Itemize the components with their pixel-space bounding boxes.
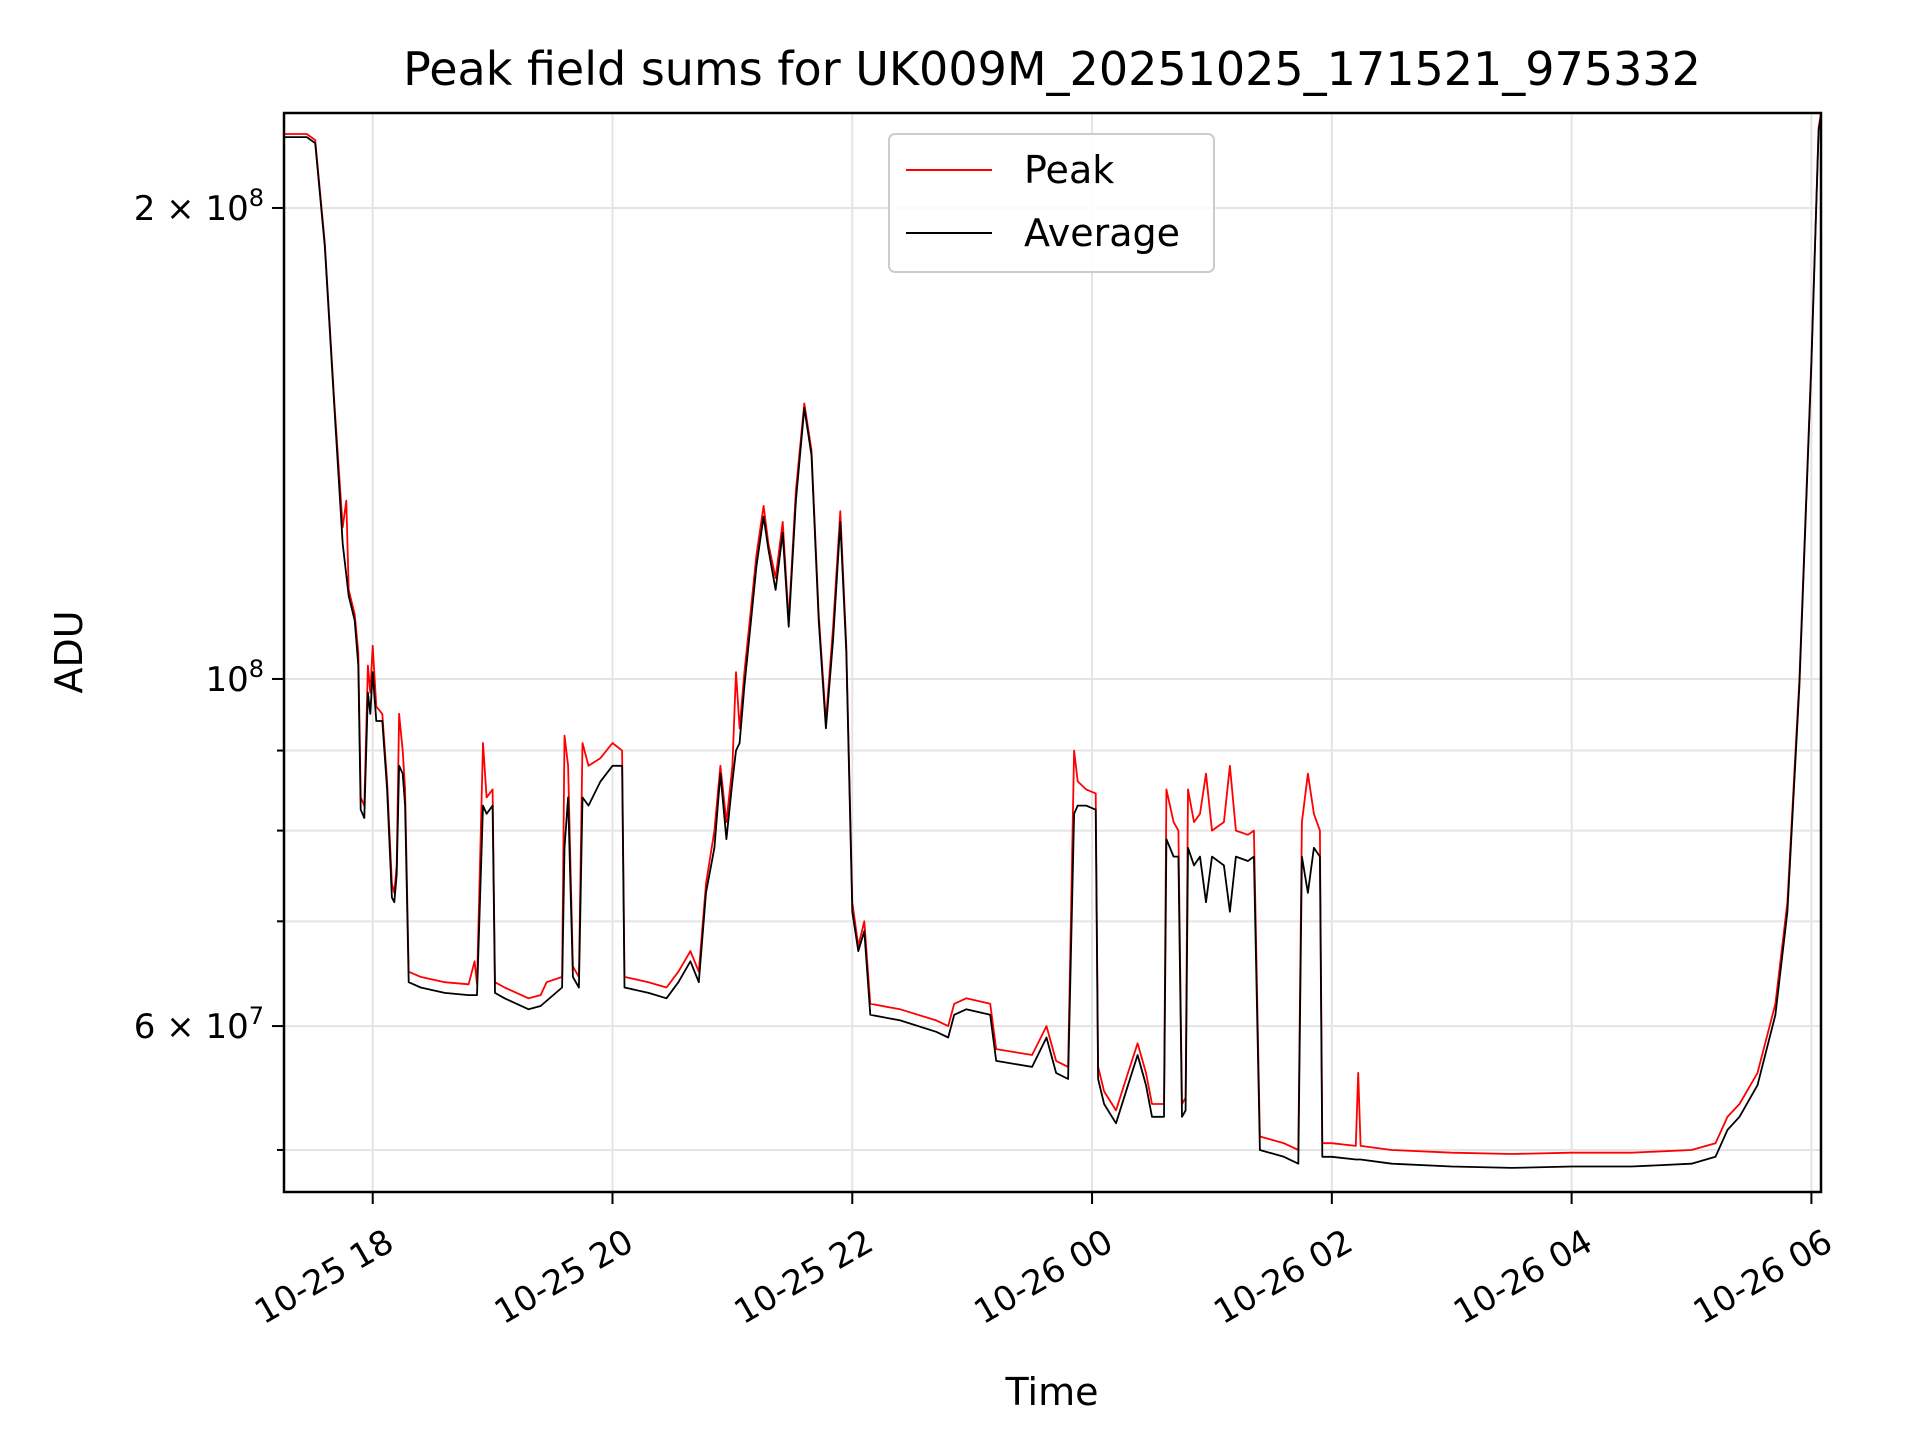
legend-box [888,133,1215,273]
y-tick-label: 2 × 108 [134,184,264,229]
y-tick-label: 6 × 107 [134,1002,264,1047]
chart-title: Peak field sums for UK009M_20251025_1715… [403,42,1701,96]
x-axis-label: Time [1005,1370,1099,1414]
legend-label-average: Average [1024,211,1180,255]
plot-frame [282,111,1823,1194]
legend-label-peak: Peak [1024,148,1114,192]
y-tick-label: 108 [205,655,264,700]
series-lines [284,113,1821,1169]
y-axis-label: ADU [47,610,91,693]
series-line-average [284,115,1821,1169]
legend: Peak Average [888,133,1215,273]
